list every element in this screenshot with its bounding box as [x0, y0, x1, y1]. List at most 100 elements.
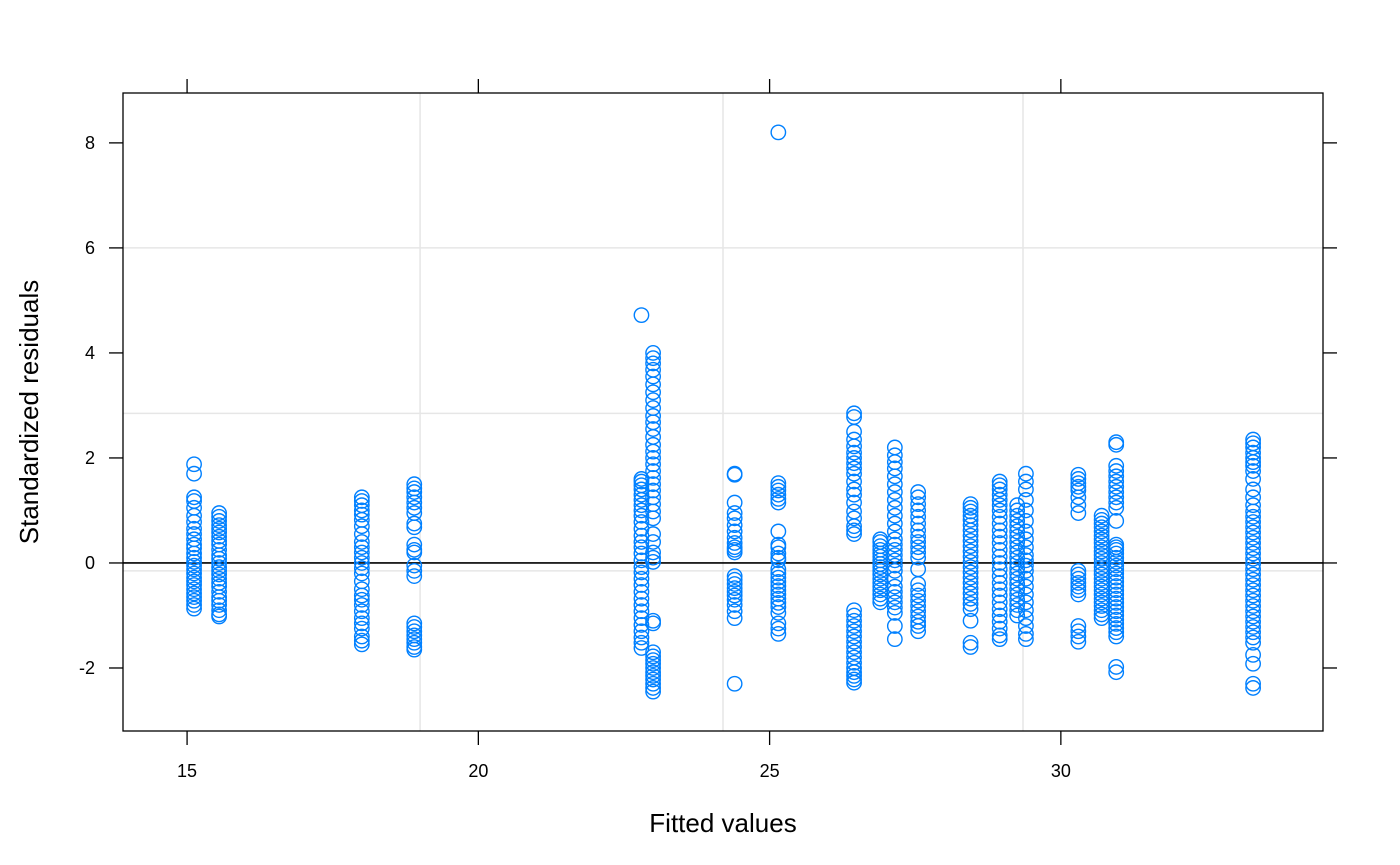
data-point	[186, 592, 202, 609]
data-point	[1018, 547, 1034, 563]
data-point	[910, 549, 927, 566]
data-point	[1245, 582, 1261, 599]
data-point	[1245, 444, 1261, 461]
data-point	[1009, 597, 1026, 613]
data-point	[1108, 628, 1125, 645]
data-point	[353, 610, 370, 627]
data-point	[645, 544, 661, 561]
data-point	[962, 601, 979, 618]
data-point	[991, 497, 1008, 514]
data-point	[1245, 519, 1261, 536]
data-point	[770, 594, 787, 611]
data-point	[1245, 613, 1261, 630]
data-point	[211, 550, 228, 567]
data-point	[1108, 569, 1125, 586]
data-point	[910, 544, 927, 561]
data-point	[1093, 531, 1110, 548]
data-point	[353, 518, 370, 535]
data-point	[846, 444, 862, 461]
data-point	[633, 486, 650, 503]
data-point	[353, 502, 370, 519]
data-point	[1093, 527, 1110, 544]
data-point	[1108, 624, 1125, 641]
data-point	[910, 522, 927, 539]
data-point	[353, 636, 370, 653]
data-point	[1018, 562, 1034, 579]
data-point	[991, 613, 1008, 630]
data-point	[1108, 659, 1125, 675]
data-point	[1070, 633, 1087, 650]
data-point	[406, 476, 423, 493]
data-point	[1108, 489, 1125, 506]
data-point	[910, 592, 927, 609]
data-point	[1070, 618, 1087, 634]
data-point	[991, 561, 1008, 578]
data-point	[211, 541, 228, 558]
data-point	[962, 522, 979, 539]
data-point	[645, 526, 661, 542]
data-point	[846, 522, 862, 539]
data-point	[886, 552, 903, 569]
data-point	[846, 633, 862, 650]
data-point	[211, 555, 228, 571]
data-point	[645, 683, 661, 700]
data-point	[645, 648, 661, 665]
data-point	[886, 536, 903, 553]
data-point	[1018, 594, 1034, 611]
data-point	[1009, 581, 1026, 598]
data-point	[633, 507, 650, 524]
data-point	[872, 575, 889, 591]
data-point	[1108, 436, 1125, 453]
data-point	[353, 565, 370, 582]
data-point	[991, 492, 1008, 508]
data-point	[962, 533, 979, 549]
data-point	[645, 463, 661, 479]
x-axis-label: Fitted values	[649, 808, 796, 838]
data-point	[353, 591, 370, 608]
data-point	[991, 627, 1008, 644]
data-point	[1009, 518, 1026, 535]
data-point	[645, 450, 661, 466]
data-point	[353, 534, 370, 550]
data-point	[211, 602, 228, 619]
data-point	[186, 540, 202, 557]
data-point	[1009, 586, 1026, 603]
data-point	[770, 523, 787, 540]
data-point	[633, 570, 650, 587]
data-point	[1018, 552, 1034, 569]
data-point	[726, 523, 743, 540]
data-point	[406, 499, 423, 516]
data-point	[186, 589, 202, 605]
data-point	[991, 528, 1008, 545]
data-point	[1245, 571, 1261, 588]
data-point	[1108, 463, 1125, 479]
data-point	[1070, 570, 1087, 587]
data-point	[633, 534, 650, 550]
data-point	[886, 594, 903, 611]
data-point	[633, 577, 650, 593]
data-point	[770, 482, 787, 499]
data-point	[1018, 473, 1034, 490]
data-point	[872, 566, 889, 583]
data-point	[726, 517, 743, 534]
data-point	[991, 631, 1008, 648]
data-point	[633, 514, 650, 530]
data-point	[406, 619, 423, 635]
data-point	[1108, 607, 1125, 624]
data-point	[1009, 534, 1026, 550]
data-point	[186, 557, 202, 574]
data-point	[910, 582, 927, 599]
data-point	[211, 566, 228, 583]
data-point	[1070, 505, 1087, 521]
data-point	[886, 523, 903, 540]
data-point	[645, 660, 661, 676]
data-point	[886, 618, 903, 634]
data-point	[353, 544, 370, 561]
data-point	[846, 654, 862, 671]
data-point	[1245, 598, 1261, 614]
data-point	[910, 534, 927, 550]
data-point	[1009, 507, 1026, 524]
data-point	[962, 596, 979, 612]
data-point	[406, 544, 423, 561]
data-point	[726, 568, 743, 584]
